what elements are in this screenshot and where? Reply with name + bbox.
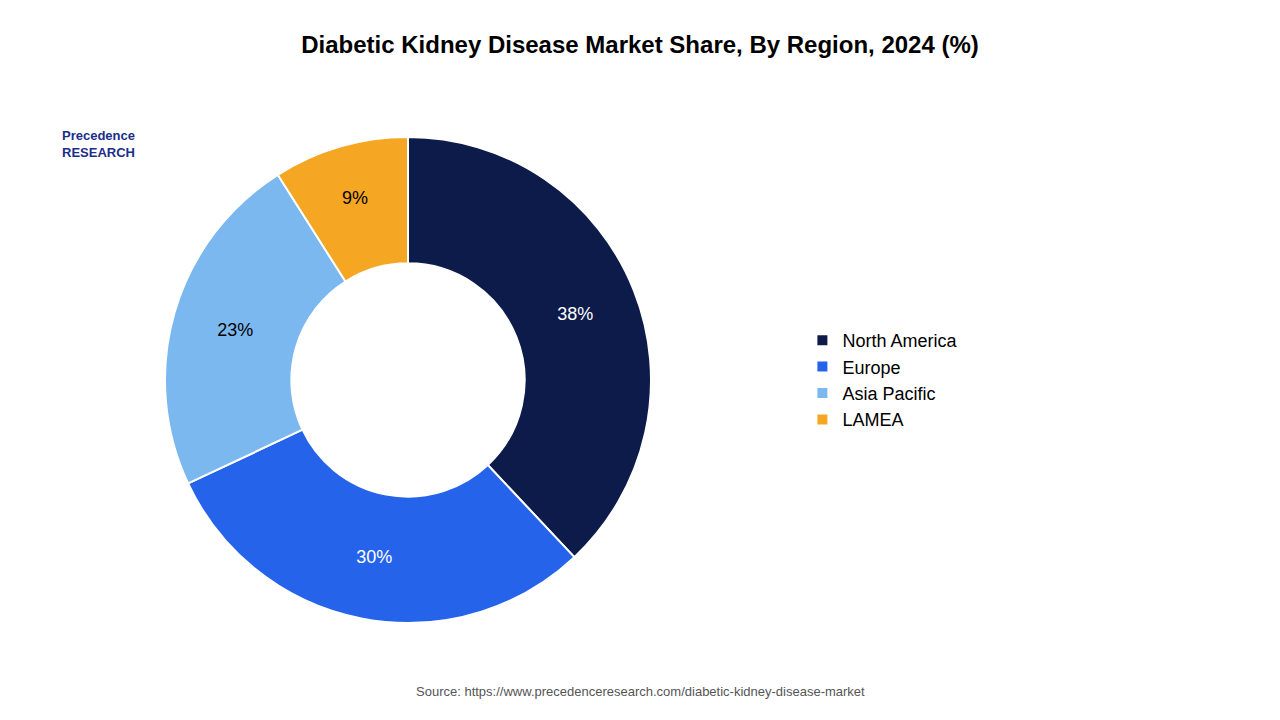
svg-text:30%: 30% [356, 547, 392, 567]
svg-text:Source: https://www.precedence: Source: https://www.precedenceresearch.c… [416, 684, 865, 699]
svg-text:PrecedenceRESEARCH: PrecedenceRESEARCH [62, 128, 135, 160]
svg-text:Diabetic Kidney Disease Market: Diabetic Kidney Disease Market Share, By… [301, 31, 979, 58]
svg-text:LAMEA: LAMEA [842, 410, 903, 430]
svg-text:Europe: Europe [842, 358, 900, 378]
svg-text:38%: 38% [557, 304, 593, 324]
svg-text:North America: North America [842, 331, 957, 351]
svg-text:Asia Pacific: Asia Pacific [842, 384, 935, 404]
svg-text:9%: 9% [342, 188, 368, 208]
svg-text:23%: 23% [217, 320, 253, 340]
